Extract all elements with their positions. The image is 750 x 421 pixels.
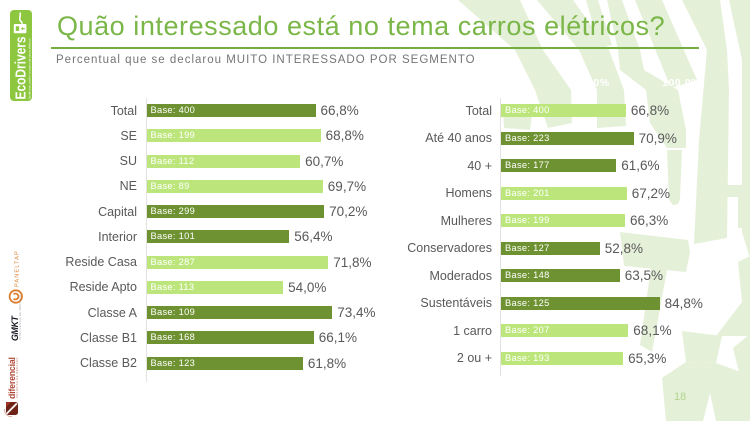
svg-text:EcoDrivers: EcoDrivers [13,37,30,100]
svg-text:PESQUISA DE MERCADO: PESQUISA DE MERCADO [15,357,19,398]
svg-text:Tendências, perfil e consumo d: Tendências, perfil e consumo de carros e… [28,38,32,99]
svg-text:diferencial: diferencial [7,357,17,399]
svg-text:INTELIGENCIA DE MERCADO: INTELIGENCIA DE MERCADO [18,295,22,340]
svg-text:PANELTAP: PANELTAP [15,250,21,287]
svg-text:GMKT: GMKT [10,315,20,341]
